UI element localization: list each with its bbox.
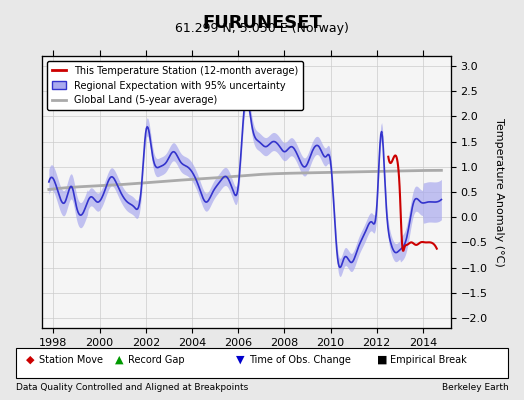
Text: Empirical Break: Empirical Break	[390, 355, 467, 365]
Text: ■: ■	[377, 355, 388, 365]
Y-axis label: Temperature Anomaly (°C): Temperature Anomaly (°C)	[494, 118, 504, 266]
Legend: This Temperature Station (12-month average), Regional Expectation with 95% uncer: This Temperature Station (12-month avera…	[47, 61, 303, 110]
Text: Empirical Break: Empirical Break	[390, 355, 467, 365]
Text: ◆: ◆	[26, 355, 35, 365]
Text: Berkeley Earth: Berkeley Earth	[442, 383, 508, 392]
Text: ■: ■	[377, 355, 388, 365]
Text: Time of Obs. Change: Time of Obs. Change	[249, 355, 351, 365]
Text: Record Gap: Record Gap	[128, 355, 185, 365]
Text: Record Gap: Record Gap	[128, 355, 185, 365]
Text: ◆: ◆	[26, 355, 35, 365]
Text: 61.299 N, 5.050 E (Norway): 61.299 N, 5.050 E (Norway)	[175, 22, 349, 35]
Text: Time of Obs. Change: Time of Obs. Change	[249, 355, 351, 365]
Text: Station Move: Station Move	[39, 355, 103, 365]
Text: Data Quality Controlled and Aligned at Breakpoints: Data Quality Controlled and Aligned at B…	[16, 383, 248, 392]
Text: Station Move: Station Move	[39, 355, 103, 365]
Text: ▼: ▼	[236, 355, 244, 365]
Text: ▲: ▲	[115, 355, 124, 365]
Text: ▲: ▲	[115, 355, 124, 365]
Text: ▼: ▼	[236, 355, 244, 365]
Text: FURUNESET: FURUNESET	[202, 14, 322, 32]
